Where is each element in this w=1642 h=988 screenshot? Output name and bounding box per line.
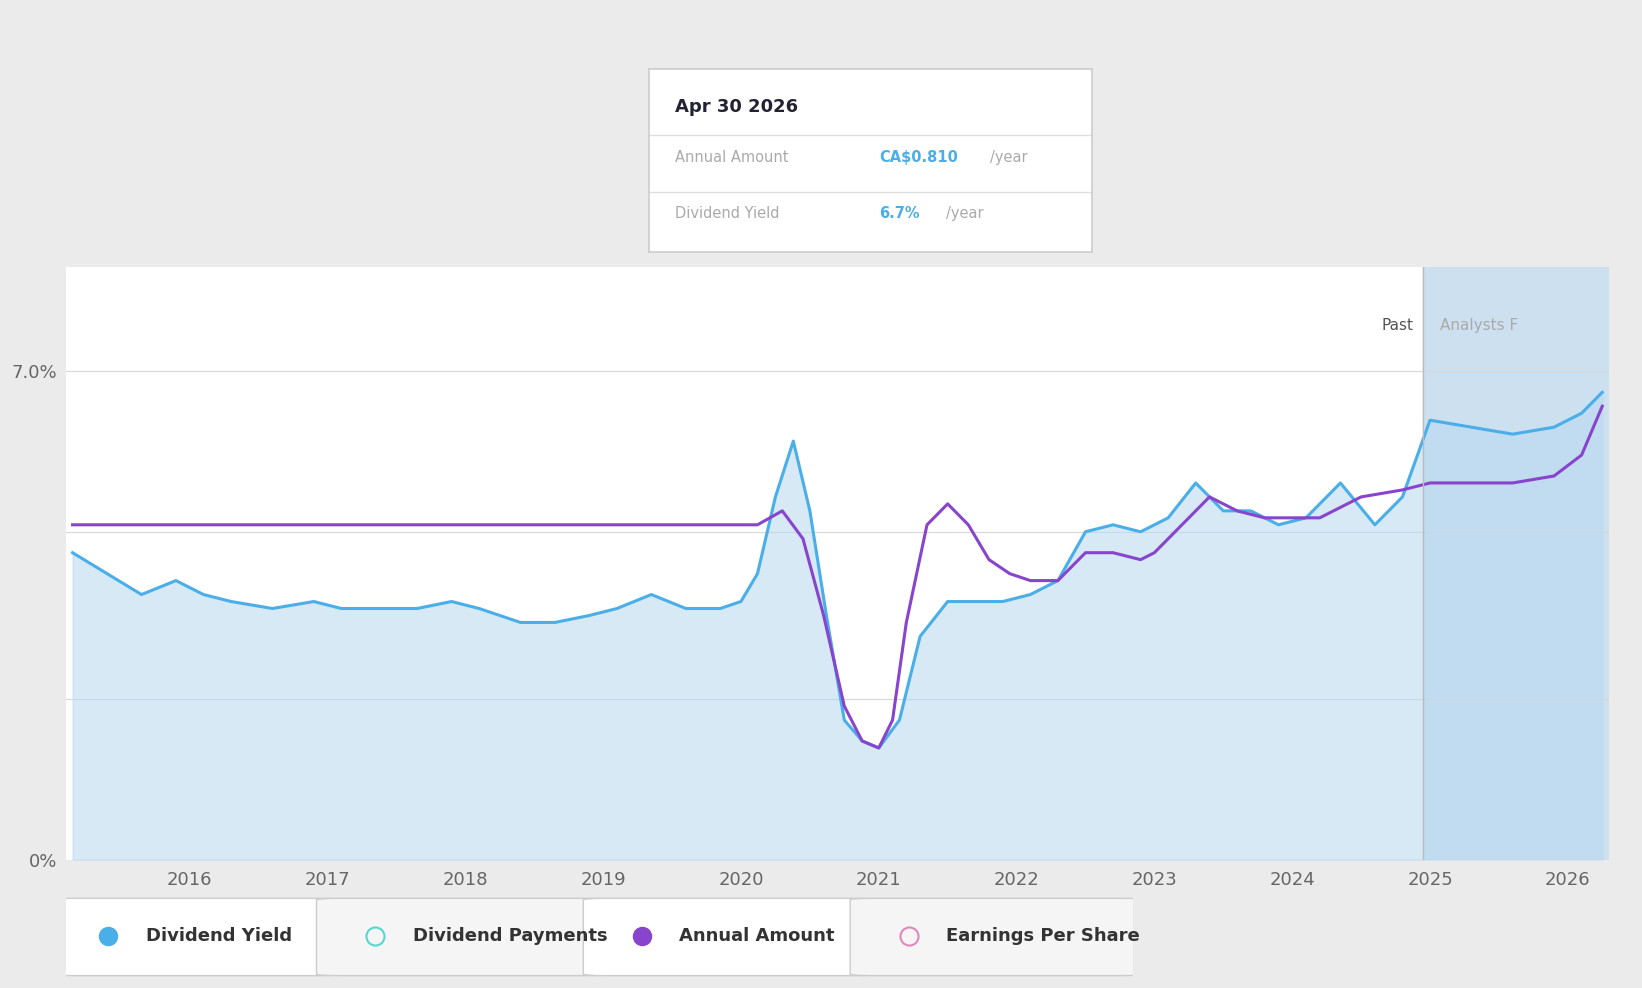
Text: Dividend Yield: Dividend Yield <box>146 927 292 946</box>
Text: Annual Amount: Annual Amount <box>680 927 834 946</box>
Bar <box>1424 267 1609 860</box>
Text: /year: /year <box>946 206 984 221</box>
Text: Apr 30 2026: Apr 30 2026 <box>675 99 798 117</box>
Text: Analysts F: Analysts F <box>1440 318 1517 333</box>
Text: Past: Past <box>1381 318 1414 333</box>
Text: Earnings Per Share: Earnings Per Share <box>946 927 1140 946</box>
Text: /year: /year <box>990 149 1028 165</box>
Text: Dividend Payments: Dividend Payments <box>412 927 608 946</box>
Text: CA$0.810: CA$0.810 <box>878 149 957 165</box>
FancyBboxPatch shape <box>583 898 877 975</box>
Text: Dividend Yield: Dividend Yield <box>675 206 780 221</box>
FancyBboxPatch shape <box>49 898 343 975</box>
FancyBboxPatch shape <box>317 898 611 975</box>
FancyBboxPatch shape <box>851 898 1144 975</box>
Text: 6.7%: 6.7% <box>878 206 920 221</box>
Text: Annual Amount: Annual Amount <box>675 149 788 165</box>
